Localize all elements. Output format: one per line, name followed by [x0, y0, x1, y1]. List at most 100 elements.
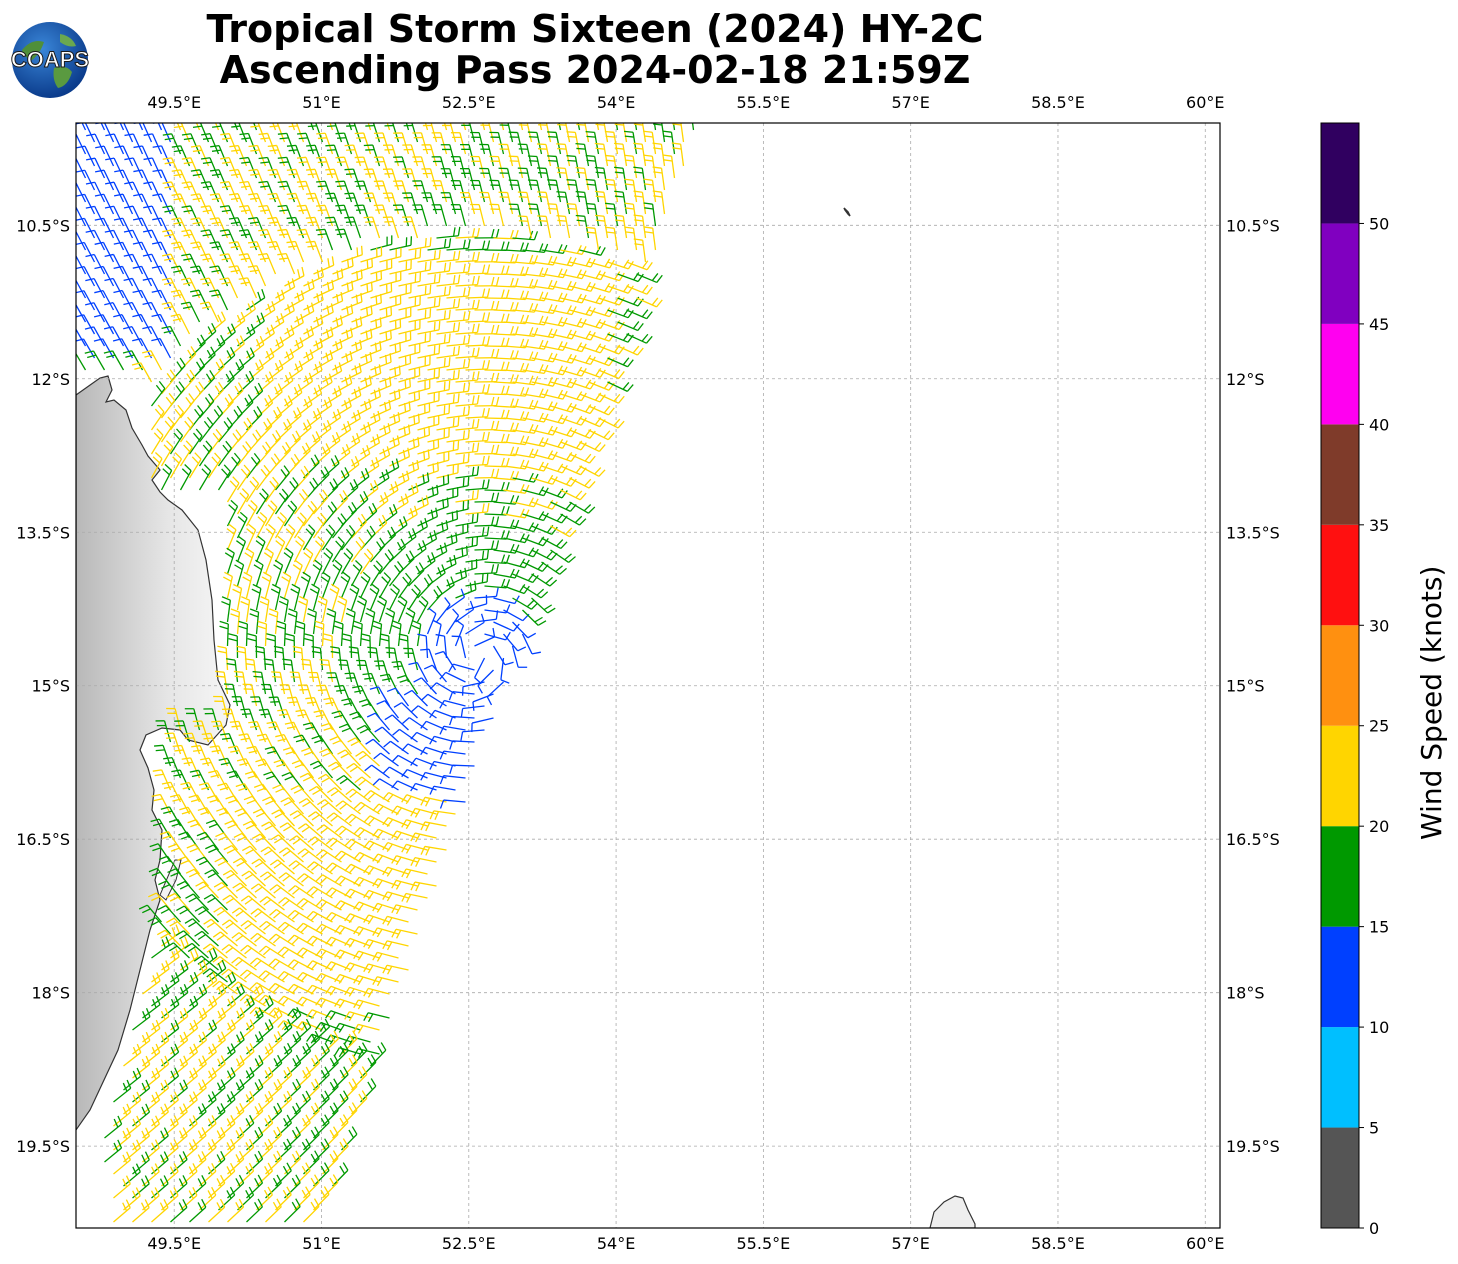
- wind-barb: [317, 799, 342, 815]
- wind-barb: [402, 216, 419, 239]
- wind-barb: [313, 1162, 330, 1187]
- wind-barb: [306, 910, 333, 923]
- wind-barb: [309, 760, 333, 779]
- wind-barb: [260, 846, 285, 863]
- wind-barb: [321, 547, 334, 575]
- wind-barb: [392, 728, 418, 743]
- wind-barb: [222, 869, 247, 887]
- wind-barb: [306, 1009, 333, 1020]
- colorbar-tick-label: 20: [1369, 817, 1389, 836]
- wind-barb: [256, 418, 273, 443]
- wind-barb: [237, 1138, 255, 1163]
- wind-barb: [474, 627, 496, 647]
- wind-barb: [303, 1078, 320, 1103]
- wind-barb: [237, 394, 254, 419]
- wind-barb: [123, 301, 144, 323]
- wind-barb: [133, 193, 153, 215]
- lon-tick-label-top: 54°E: [597, 93, 635, 112]
- wind-barb: [331, 513, 347, 539]
- wind-barb: [284, 1054, 302, 1079]
- wind-barb: [219, 620, 229, 647]
- wind-barb: [113, 1079, 132, 1103]
- wind-barb: [382, 964, 409, 975]
- wind-barb: [317, 773, 342, 791]
- wind-barb: [588, 307, 615, 318]
- wind-barb: [132, 217, 153, 239]
- wind-barb: [398, 366, 421, 383]
- wind-barb: [227, 1174, 245, 1199]
- wind-barb: [275, 418, 292, 443]
- wind-barb: [605, 226, 619, 251]
- wind-barb: [372, 902, 399, 913]
- wind-barb: [265, 1198, 282, 1223]
- wind-barb: [142, 1091, 161, 1115]
- wind-barb: [321, 501, 338, 527]
- wind-barb: [605, 202, 619, 227]
- wind-barb: [489, 203, 505, 227]
- wind-barb: [427, 262, 452, 275]
- wind-barb: [104, 302, 125, 323]
- wind-barb: [179, 393, 195, 419]
- wind-barb: [269, 859, 295, 875]
- wind-barb: [517, 143, 533, 167]
- wind-barb: [537, 191, 552, 215]
- wind-barb: [224, 547, 235, 575]
- wind-barb: [341, 478, 359, 503]
- wind-barb: [423, 664, 447, 683]
- wind-barb: [273, 559, 284, 587]
- wind-barb: [344, 1035, 371, 1046]
- wind-barb: [522, 585, 549, 599]
- wind-barb: [223, 571, 234, 599]
- wind-barb: [294, 1042, 312, 1067]
- wind-barb: [250, 932, 276, 947]
- wind-barb: [427, 474, 450, 491]
- wind-barb: [232, 857, 257, 875]
- wind-barb: [373, 132, 391, 155]
- wind-barb: [246, 429, 262, 455]
- wind-barb: [607, 308, 634, 319]
- wind-barb: [560, 513, 587, 526]
- wind-barb: [357, 595, 368, 623]
- wind-barb: [217, 440, 232, 467]
- wind-barb: [531, 352, 558, 363]
- wind-barb: [313, 1018, 331, 1043]
- wind-barb: [370, 329, 392, 347]
- wind-barb: [189, 334, 206, 359]
- wind-barb: [188, 428, 203, 455]
- wind-barb: [382, 915, 409, 926]
- wind-barb: [436, 226, 461, 239]
- wind-barb: [351, 1042, 368, 1067]
- wind-barb: [264, 500, 278, 527]
- colorbar-frame: [1320, 122, 1360, 1229]
- wind-barb: [372, 828, 399, 839]
- wind-barb: [287, 909, 314, 923]
- wind-barb: [353, 999, 380, 1010]
- wind-barb: [465, 572, 489, 587]
- wind-barb: [531, 304, 558, 314]
- wind-barb: [199, 322, 217, 347]
- wind-barb: [474, 610, 499, 623]
- wind-barb: [170, 794, 191, 815]
- wind-barb: [408, 449, 430, 467]
- wind-barb: [522, 388, 549, 399]
- wind-barb: [322, 1174, 339, 1199]
- wind-barb: [315, 972, 342, 983]
- wind-barb: [142, 1019, 161, 1043]
- wind-barb: [132, 1199, 150, 1223]
- wind-barb: [435, 597, 451, 623]
- chart-title-line1: Tropical Storm Sixteen (2024) HY-2C: [206, 7, 984, 51]
- wind-barb: [403, 689, 428, 707]
- wind-barb: [431, 156, 448, 179]
- wind-barb: [446, 523, 469, 539]
- wind-barb: [251, 583, 262, 611]
- wind-barb: [76, 338, 96, 359]
- wind-barb: [556, 191, 571, 215]
- wind-barb: [531, 328, 558, 339]
- wind-barb: [236, 758, 258, 779]
- wind-barb: [446, 263, 471, 275]
- wind-barb: [124, 181, 144, 203]
- wind-barb: [363, 963, 390, 974]
- wind-barb: [104, 205, 125, 227]
- wind-barb: [94, 217, 115, 239]
- wind-barb: [123, 1115, 142, 1139]
